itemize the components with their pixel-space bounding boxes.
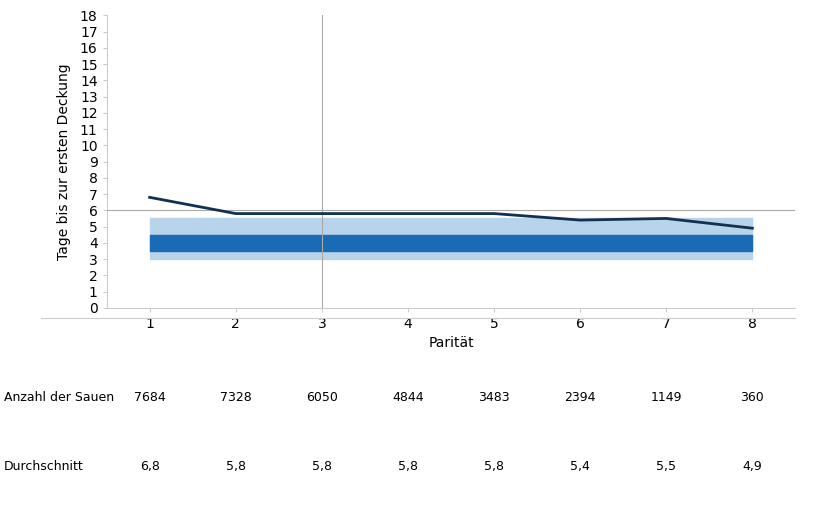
Text: 5,8: 5,8 (483, 460, 504, 473)
Text: 360: 360 (740, 391, 763, 404)
Text: 3483: 3483 (477, 391, 509, 404)
Y-axis label: Tage bis zur ersten Deckung: Tage bis zur ersten Deckung (57, 63, 71, 260)
Text: 1149: 1149 (649, 391, 681, 404)
Text: 5,8: 5,8 (311, 460, 332, 473)
Text: 7328: 7328 (219, 391, 251, 404)
Text: 5,8: 5,8 (397, 460, 418, 473)
Text: 7684: 7684 (133, 391, 165, 404)
Text: 6,8: 6,8 (139, 460, 160, 473)
X-axis label: Parität: Parität (428, 337, 473, 350)
Text: 2394: 2394 (563, 391, 595, 404)
Text: 5,5: 5,5 (655, 460, 676, 473)
Text: Durchschnitt: Durchschnitt (4, 460, 84, 473)
Text: 4,9: 4,9 (741, 460, 762, 473)
Text: 4844: 4844 (391, 391, 423, 404)
Text: 6050: 6050 (305, 391, 337, 404)
Text: 5,4: 5,4 (569, 460, 590, 473)
Text: Anzahl der Sauen: Anzahl der Sauen (4, 391, 114, 404)
Text: 5,8: 5,8 (225, 460, 246, 473)
